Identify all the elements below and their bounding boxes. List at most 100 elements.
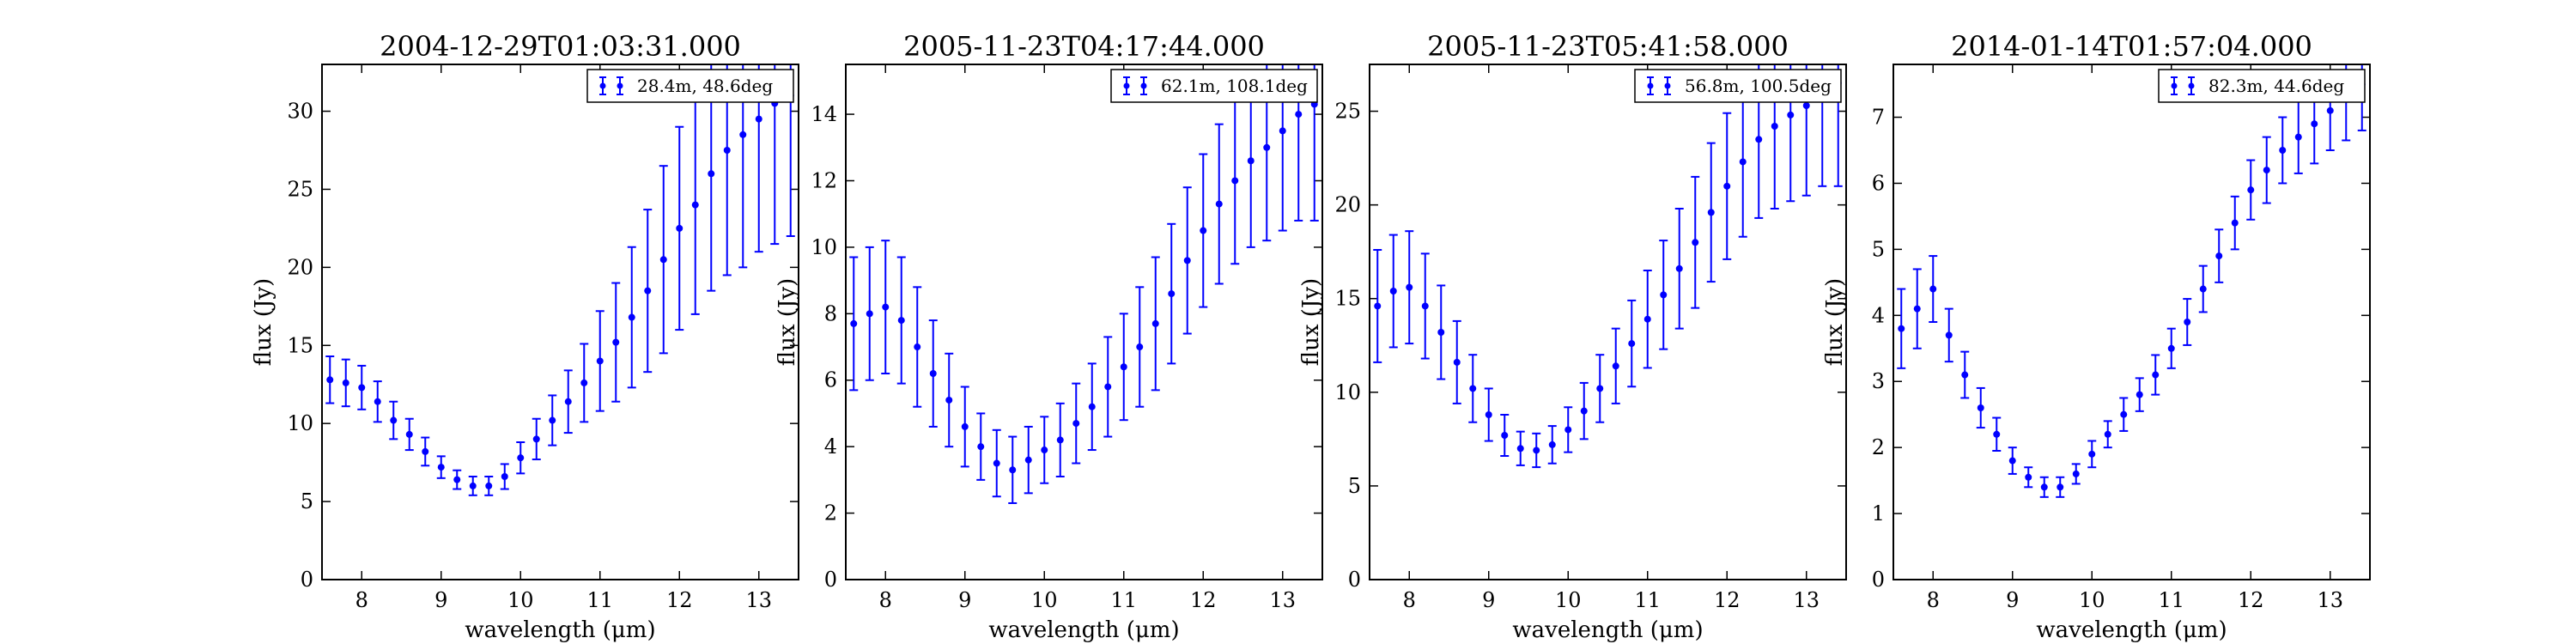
legend-marker [599,82,606,89]
y-tick-label: 4 [1872,303,1885,327]
data-point [2025,473,2032,481]
data-point [2040,483,2048,491]
data-point [1263,143,1271,151]
data-point [485,482,493,489]
y-tick-label: 10 [1334,380,1361,404]
data-point [596,357,604,365]
x-tick-label: 8 [879,588,892,612]
y-tick-label: 12 [811,168,837,192]
subplot-1: 2004-12-29T01:03:31.000 wavelength (μm) fl… [251,30,799,643]
legend: 28.4m, 48.6deg [586,69,794,103]
data-point [374,398,381,405]
y-tick-label: 20 [287,255,313,279]
legend-marker [1664,82,1671,89]
y-tick-label: 20 [1334,193,1361,217]
x-tick-label: 8 [1403,588,1416,612]
data-point [326,376,334,384]
legend-label: 28.4m, 48.6deg [637,76,773,96]
data-point [437,464,445,471]
data-point [1771,123,1778,130]
data-point [914,343,921,351]
data-point [1247,157,1255,165]
y-tick-label: 14 [811,102,837,126]
y-tick-label: 0 [1348,568,1361,592]
x-tick-label: 13 [2317,588,2343,612]
data-point [1136,343,1144,351]
y-tick-label: 2 [824,501,837,526]
data-point [580,379,588,386]
y-axis-label: flux (Jy) [775,278,800,366]
x-tick-label: 10 [2079,588,2105,612]
data-point [866,310,873,318]
axes-frame [321,64,799,580]
y-tick-label: 25 [1334,100,1361,124]
x-tick-label: 8 [1927,588,1940,612]
legend-box [2158,69,2366,103]
data-point [2088,450,2096,458]
data-point [532,435,540,443]
y-tick-label: 0 [1872,568,1885,592]
data-point [723,147,731,154]
data-point [1088,403,1096,410]
data-point [1548,440,1556,448]
data-point [1041,447,1048,454]
data-point [929,370,937,377]
legend-marker [2171,82,2178,89]
legend-label: 62.1m, 108.1deg [1161,76,1308,96]
data-layer [849,64,1319,504]
data-point [1993,430,2001,438]
x-tick-label: 12 [1190,588,1217,612]
y-axis-label: flux (Jy) [251,278,276,366]
x-axis-label: wavelength (μm) [988,617,1179,643]
data-point [1612,362,1619,370]
data-point [1961,371,1969,379]
data-point [2057,483,2064,491]
chart-title: 2005-11-23T05:41:58.000 [1427,30,1789,63]
x-tick-label: 10 [1555,588,1582,612]
y-tick-label: 4 [824,434,837,459]
x-tick-label: 9 [2006,588,2019,612]
data-point [1564,426,1572,434]
y-tick-label: 5 [301,489,313,513]
data-point [1469,385,1477,392]
data-point [1898,325,1905,332]
data-point [1660,291,1668,299]
subplot-3: 2005-11-23T05:41:58.000 wavelength (μm) fl… [1298,30,1847,643]
x-tick-label: 13 [745,588,772,612]
y-tick-label: 6 [824,368,837,392]
legend: 62.1m, 108.1deg [1110,69,1318,103]
data-point [945,396,953,404]
data-point [1533,447,1540,454]
data-point [517,454,525,462]
data-point [993,459,1000,467]
x-tick-label: 13 [1269,588,1296,612]
y-tick-label: 8 [824,301,837,325]
y-tick-label: 5 [1348,474,1361,498]
data-point [961,422,969,430]
chart-title: 2005-11-23T04:17:44.000 [903,30,1265,63]
subplot-2: 2005-11-23T04:17:44.000 wavelength (μm) fl… [775,30,1323,643]
data-point [1643,315,1651,323]
data-point [1406,283,1413,291]
data-point [2104,430,2111,438]
data-point [1151,319,1159,327]
data-point [2199,285,2207,293]
data-point [2263,167,2270,174]
x-tick-label: 11 [586,588,613,612]
chart-title: 2004-12-29T01:03:31.000 [380,30,741,63]
data-point [1787,111,1795,118]
data-point [1628,340,1636,348]
data-point [1183,257,1191,264]
data-point [1421,302,1429,310]
x-axis-label: wavelength (μm) [1512,617,1703,643]
legend: 56.8m, 100.5deg [1634,69,1842,103]
data-point [1295,111,1303,118]
data-point [612,338,620,346]
y-tick-label: 15 [287,333,313,357]
data-point [644,287,652,295]
data-point [2326,106,2334,114]
y-tick-label: 5 [1872,237,1885,261]
data-point [422,447,429,455]
data-point [882,303,890,311]
data-point [1374,302,1382,310]
